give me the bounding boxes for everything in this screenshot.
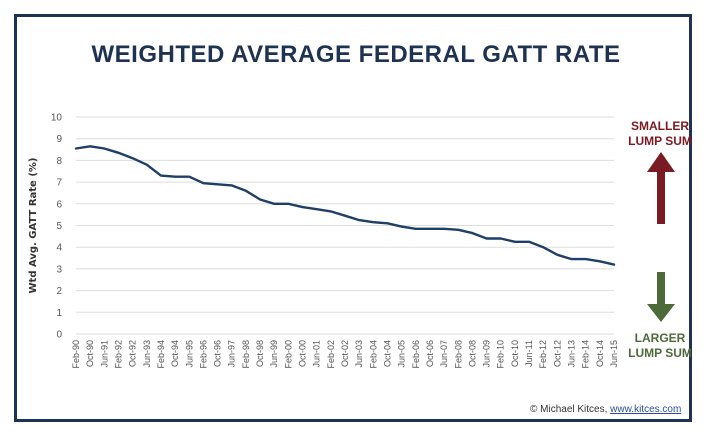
y-tick-label: 5 (56, 221, 62, 232)
x-tick-label: Feb-98 (241, 340, 251, 369)
x-tick-label: Jun-93 (142, 340, 152, 368)
x-tick-label: Oct-98 (255, 340, 265, 367)
x-tick-label: Jun-01 (312, 340, 322, 368)
chart-title: WEIGHTED AVERAGE FEDERAL GATT RATE (91, 41, 621, 68)
x-tick-label: Feb-92 (113, 340, 123, 369)
x-tick-label: Feb-96 (198, 340, 208, 369)
x-tick-label: Oct-10 (510, 340, 520, 367)
x-tick-label: Feb-14 (581, 340, 591, 369)
x-tick-label: Oct-06 (425, 340, 435, 367)
chart-frame: WEIGHTED AVERAGE FEDERAL GATT RATE (14, 14, 692, 422)
smaller-label-line1: SMALLER (631, 119, 689, 133)
smaller-label-line2: LUMP SUM (628, 134, 692, 148)
credit-text: © Michael Kitces, (530, 404, 611, 415)
credit: © Michael Kitces, www.kitces.com (530, 404, 681, 415)
x-tick-label: Jun-11 (524, 340, 534, 367)
smaller-lump-sum-label: SMALLER LUMP SUM (610, 119, 710, 149)
x-tick-label: Oct-90 (85, 340, 95, 367)
x-tick-label: Jun-95 (184, 340, 194, 368)
up-arrow-icon (647, 152, 675, 224)
y-tick-label: 0 (56, 330, 62, 341)
y-axis-label: Wtd Avg. GATT Rate (%) (28, 158, 39, 294)
x-tick-label: Feb-00 (283, 340, 293, 369)
x-tick-label: Feb-94 (156, 340, 166, 369)
x-tick-label: Jun-13 (567, 340, 577, 368)
x-tick-label: Jun-15 (609, 340, 619, 368)
x-tick-label: Oct-00 (298, 340, 308, 367)
x-tick-label: Oct-96 (213, 340, 223, 367)
x-tick-label: Oct-94 (170, 340, 180, 367)
down-arrow-icon (647, 272, 675, 322)
y-tick-label: 3 (56, 264, 62, 275)
x-tick-label: Feb-08 (453, 340, 463, 369)
y-tick-label: 2 (56, 286, 62, 297)
y-tick-label: 7 (56, 178, 62, 189)
x-tick-label: Feb-02 (326, 340, 336, 369)
x-tick-label: Feb-06 (411, 340, 421, 369)
x-tick-label: Feb-12 (538, 340, 548, 369)
x-tick-label: Oct-02 (340, 340, 350, 367)
larger-lump-sum-label: LARGER LUMP SUM (610, 331, 710, 361)
x-tick-label: Jun-03 (354, 340, 364, 368)
x-tick-label: Jun-09 (482, 340, 492, 368)
y-tick-label: 1 (56, 308, 62, 319)
x-tick-label: Oct-08 (467, 340, 477, 367)
x-tick-label: Feb-10 (496, 340, 506, 369)
x-tick-label: Oct-04 (382, 340, 392, 367)
series-line (74, 145, 616, 266)
x-tick-label: Oct-12 (552, 340, 562, 367)
larger-label-line1: LARGER (634, 331, 686, 345)
y-tick-label: 4 (56, 243, 62, 254)
y-tick-label: 6 (56, 199, 62, 210)
x-tick-label: Jun-91 (99, 340, 109, 368)
y-tick-label: 9 (56, 134, 62, 145)
credit-link[interactable]: www.kitces.com (610, 404, 682, 415)
x-tick-label: Jun-05 (397, 340, 407, 368)
x-tick-label: Feb-04 (368, 340, 378, 369)
y-tick-label: 8 (56, 156, 62, 167)
larger-label-line2: LUMP SUM (628, 346, 692, 360)
y-tick-label: 10 (51, 113, 63, 124)
x-tick-label: Feb-90 (71, 340, 81, 369)
x-tick-label: Jun-97 (227, 340, 237, 368)
x-tick-label: Jun-99 (269, 340, 279, 368)
x-tick-label: Oct-92 (128, 340, 138, 367)
x-tick-label: Jun-07 (439, 340, 449, 368)
x-tick-label: Oct-14 (595, 340, 605, 367)
